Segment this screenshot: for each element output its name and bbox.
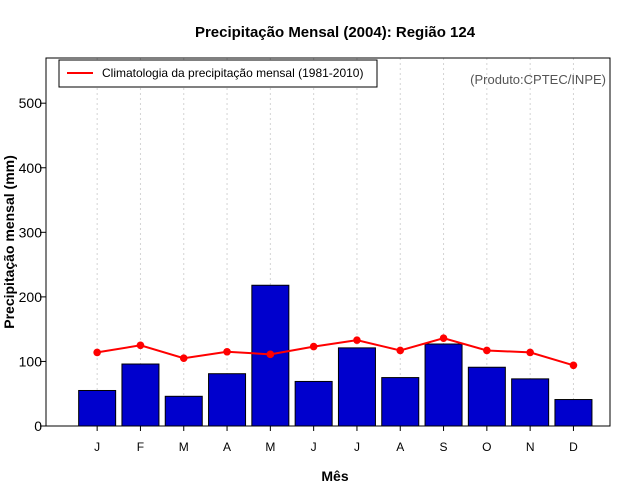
bars — [78, 284, 593, 427]
bar-4 — [208, 373, 247, 427]
bar-2 — [121, 363, 160, 427]
y-tick-label: 200 — [19, 289, 43, 305]
x-tick-label: A — [223, 440, 231, 454]
x-tick-label: J — [94, 440, 100, 454]
bar-6 — [294, 380, 333, 427]
bar-12 — [554, 399, 593, 427]
legend-box — [58, 59, 378, 88]
y-tick-label: 500 — [19, 95, 43, 111]
climatology-point-6 — [309, 342, 318, 351]
y-axis: 0 100 200 300 400 500 — [19, 95, 47, 434]
bar-3 — [164, 395, 203, 427]
climatology-point-5 — [266, 350, 275, 359]
legend-entry-climatology: Climatologia da precipitação mensal (198… — [102, 66, 363, 80]
x-tick-label: J — [354, 440, 360, 454]
y-tick-label: 300 — [19, 224, 43, 240]
x-tick-label: S — [440, 440, 448, 454]
climatology-point-7 — [353, 336, 361, 344]
climatology-point-11 — [526, 348, 534, 357]
bar-1 — [78, 389, 117, 427]
bar-9 — [424, 343, 463, 427]
climatology-point-9 — [439, 334, 448, 342]
x-tick-label: N — [526, 440, 535, 454]
source-credit: (Produto:CPTEC/INPE) — [470, 72, 606, 87]
y-tick-label: 100 — [19, 353, 43, 369]
y-tick-label: 400 — [19, 160, 43, 176]
y-tick-label: 0 — [34, 418, 42, 434]
climatology-point-3 — [179, 354, 188, 363]
x-tick-label: O — [482, 440, 491, 454]
y-axis-label: Precipitação mensal (mm) — [1, 155, 17, 329]
climatology-series — [93, 334, 578, 370]
climatology-point-8 — [396, 346, 405, 355]
bar-10 — [467, 366, 506, 427]
bar-8 — [381, 377, 420, 427]
climatology-point-4 — [223, 347, 231, 356]
bar-11 — [511, 378, 550, 427]
bar-7 — [337, 347, 376, 427]
legend: Climatologia da precipitação mensal (198… — [58, 59, 378, 88]
x-tick-label: D — [569, 440, 578, 454]
x-tick-label: M — [265, 440, 275, 454]
chart-title: Precipitação Mensal (2004): Região 124 — [195, 24, 476, 41]
climatology-line — [96, 337, 574, 367]
climatology-point-10 — [483, 346, 491, 355]
climatology-point-12 — [569, 361, 578, 370]
x-tick-label: F — [137, 440, 144, 454]
x-tick-label: J — [311, 440, 317, 454]
climatology-point-2 — [136, 341, 145, 350]
x-axis-label: Mês — [321, 468, 348, 484]
x-tick-label: A — [396, 440, 404, 454]
x-tick-label: M — [179, 440, 189, 454]
climatology-point-1 — [93, 348, 101, 357]
